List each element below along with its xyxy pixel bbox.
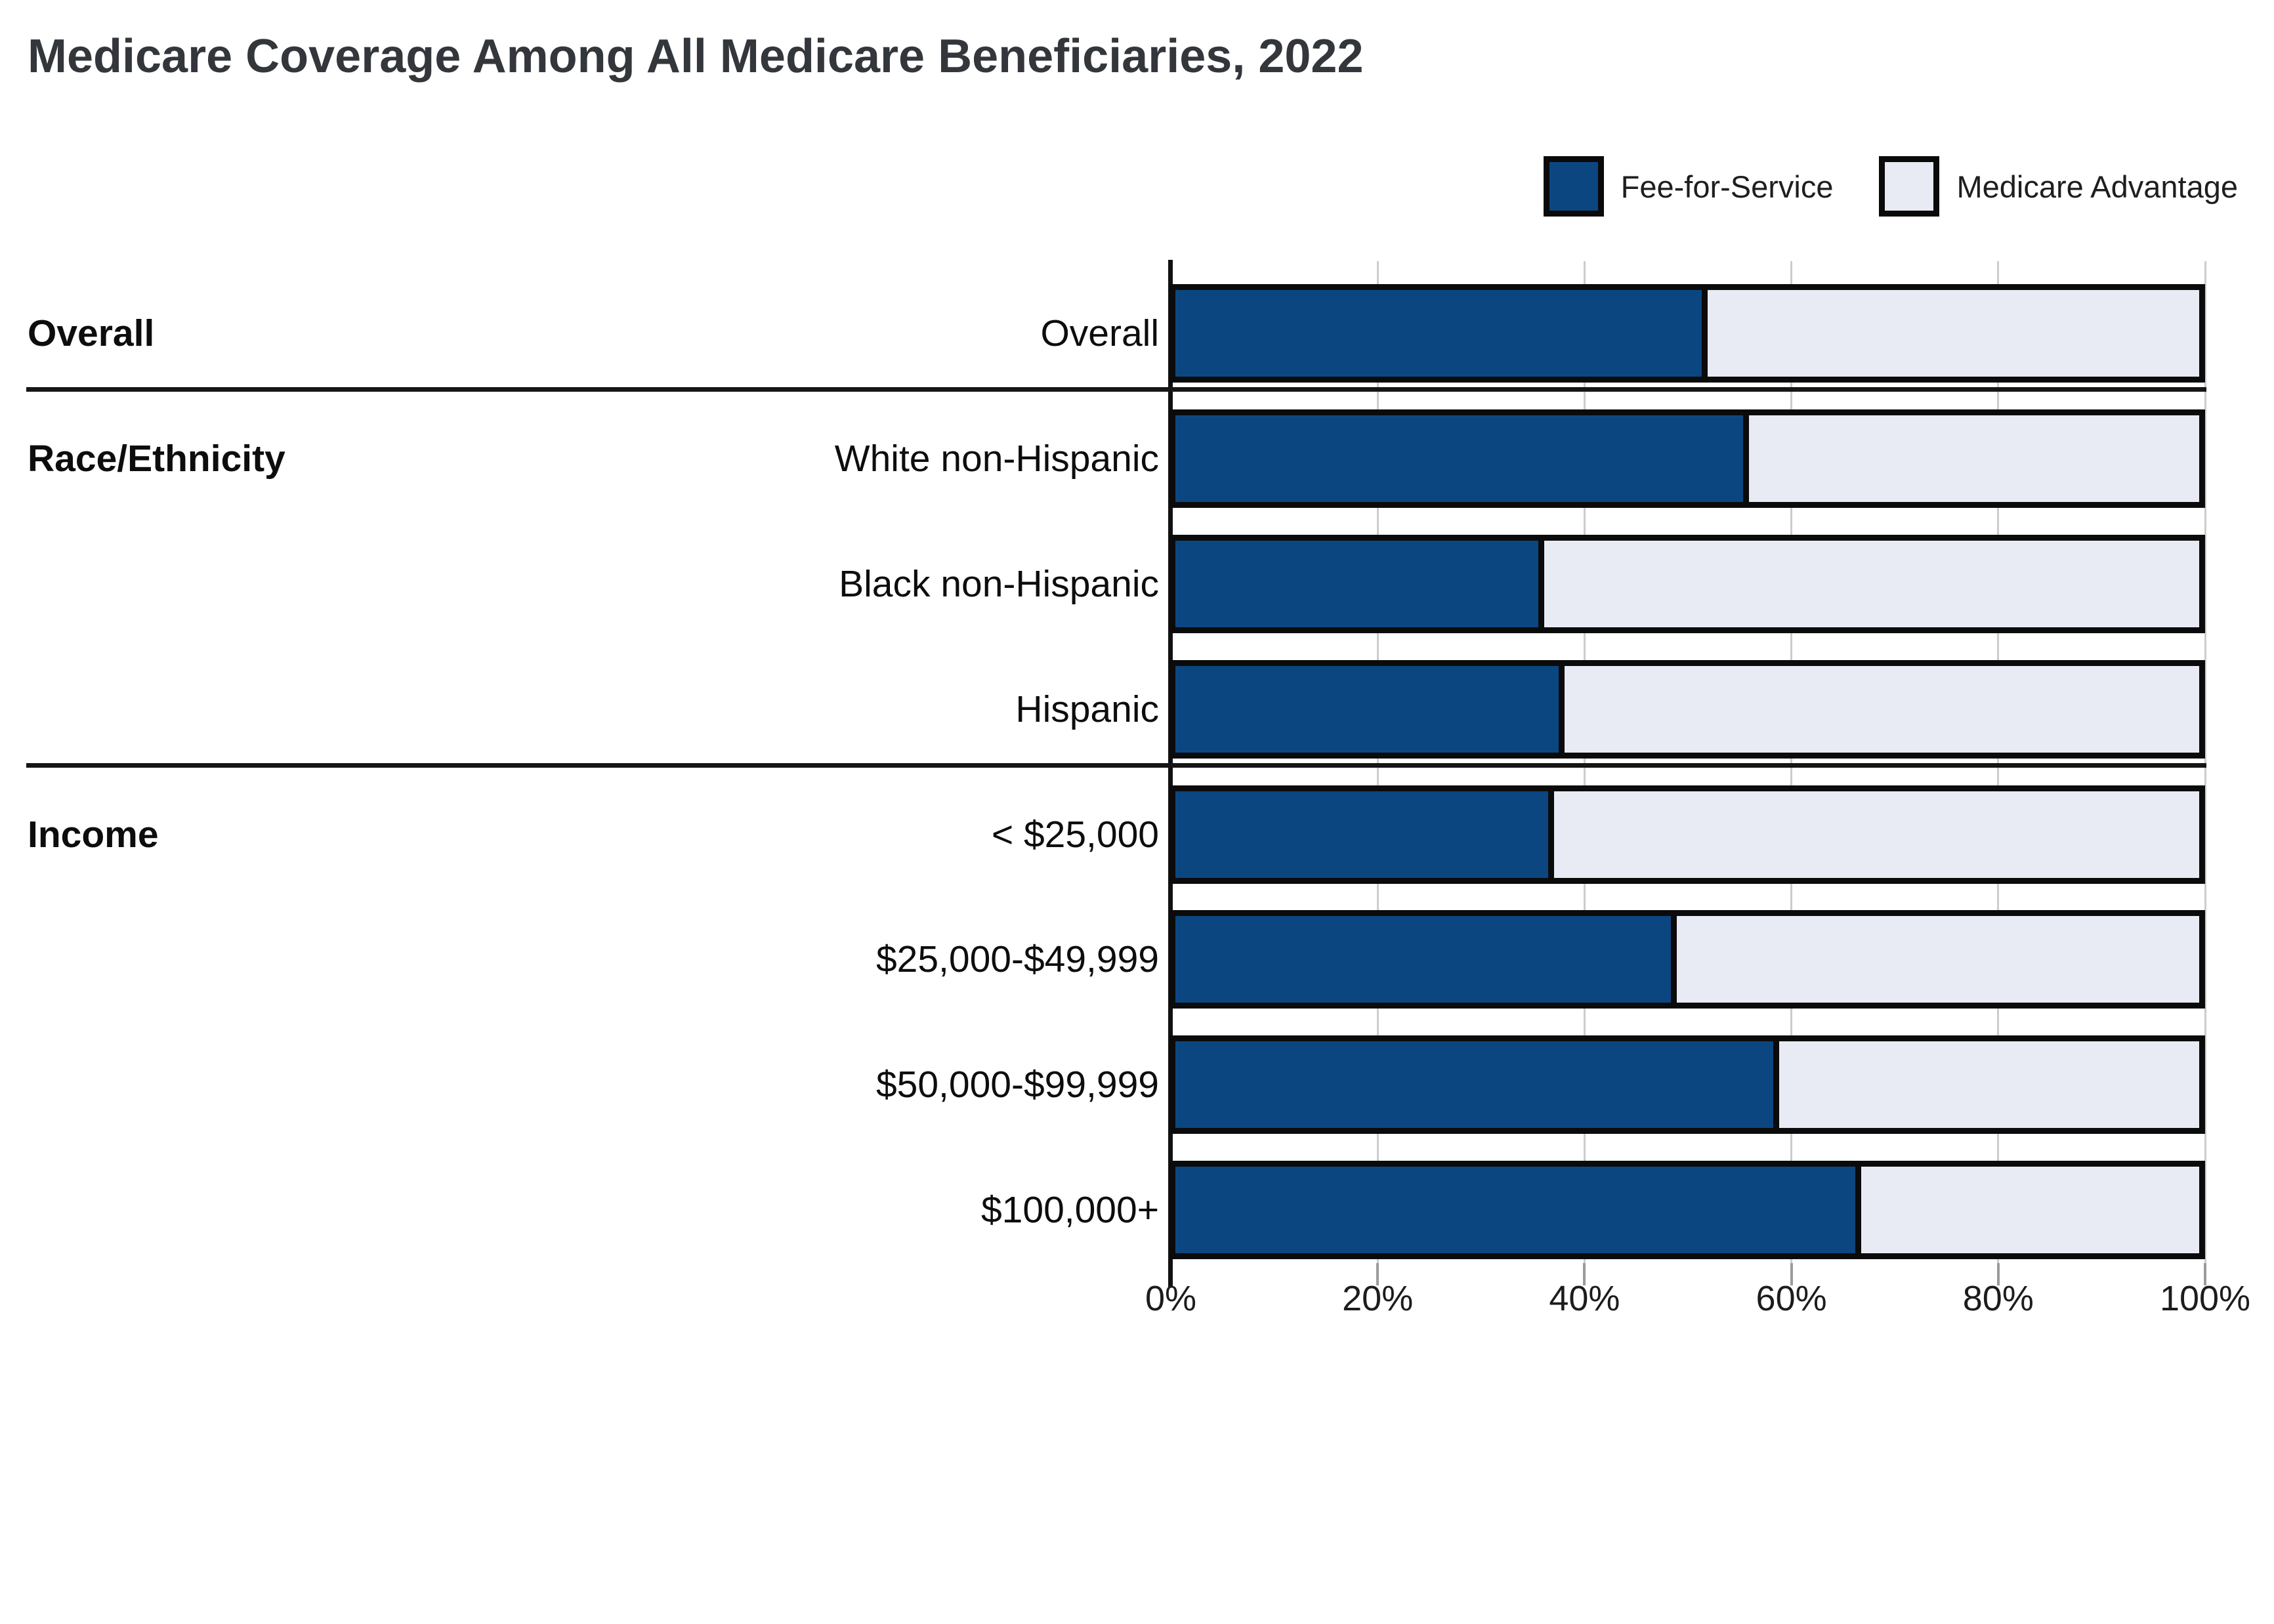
bar-6-segment-fee-for-service [1175, 1041, 1780, 1129]
row-label-4: < $25,000 [991, 813, 1159, 856]
group-label-1: Race/Ethnicity [28, 437, 285, 480]
gridline-100 [2204, 261, 2206, 1263]
x-tick-100 [2204, 1263, 2206, 1285]
row-label-3: Hispanic [1015, 688, 1159, 730]
bar-3-segment-fee-for-service [1175, 665, 1565, 753]
legend-item-fee-for-service: Fee-for-Service [1543, 156, 1834, 217]
gridline-60 [1790, 261, 1793, 1263]
bar-1 [1169, 409, 2205, 508]
gridline-40 [1583, 261, 1586, 1263]
x-tick-label-20: 20% [1342, 1279, 1414, 1318]
row-label-1: White non-Hispanic [834, 437, 1159, 480]
x-tick-label-40: 40% [1549, 1279, 1620, 1318]
bar-2-segment-fee-for-service [1175, 540, 1544, 627]
gridline-20 [1376, 261, 1379, 1263]
x-tick-label-100: 100% [2159, 1279, 2251, 1318]
legend-swatch-ffs-icon [1543, 156, 1604, 217]
bar-4 [1169, 785, 2205, 884]
section-separator-1 [26, 386, 2206, 392]
bar-0-segment-fee-for-service [1175, 290, 1708, 377]
row-label-6: $50,000-$99,999 [875, 1064, 1159, 1106]
x-tick-label-0: 0% [1145, 1279, 1197, 1318]
row-label-7: $100,000+ [980, 1189, 1159, 1232]
x-tick-40 [1583, 1263, 1586, 1285]
bar-0 [1169, 284, 2205, 383]
legend-item-medicare-advantage: Medicare Advantage [1879, 156, 2238, 217]
bar-2 [1169, 534, 2205, 633]
x-tick-80 [1996, 1263, 2000, 1285]
group-label-2: Income [28, 813, 159, 856]
bar-5-segment-fee-for-service [1175, 916, 1677, 1003]
bar-3 [1169, 659, 2205, 759]
bar-4-segment-fee-for-service [1175, 791, 1555, 878]
row-label-0: Overall [1040, 312, 1159, 354]
chart-title: Medicare Coverage Among All Medicare Ben… [28, 30, 1364, 83]
y-axis-line [1168, 260, 1173, 1287]
bar-5 [1169, 910, 2205, 1009]
legend-label-ffs: Fee-for-Service [1620, 169, 1834, 204]
bar-1-segment-fee-for-service [1175, 415, 1749, 502]
x-tick-label-60: 60% [1756, 1279, 1827, 1318]
x-tick-0 [1169, 1263, 1172, 1285]
x-tick-60 [1790, 1263, 1793, 1285]
legend-swatch-ma-icon [1879, 156, 1940, 217]
section-separator-2 [26, 762, 2206, 768]
x-tick-label-80: 80% [1962, 1279, 2034, 1318]
gridline-80 [1997, 261, 2000, 1263]
bar-7 [1169, 1161, 2205, 1260]
legend-label-ma: Medicare Advantage [1956, 169, 2238, 204]
bar-7-segment-fee-for-service [1175, 1167, 1862, 1254]
x-tick-20 [1376, 1263, 1379, 1285]
row-label-5: $25,000-$49,999 [875, 938, 1159, 981]
bar-6 [1169, 1035, 2205, 1135]
group-label-0: Overall [28, 312, 155, 354]
legend: Fee-for-Service Medicare Advantage [1543, 156, 2238, 217]
row-label-2: Black non-Hispanic [839, 562, 1159, 605]
